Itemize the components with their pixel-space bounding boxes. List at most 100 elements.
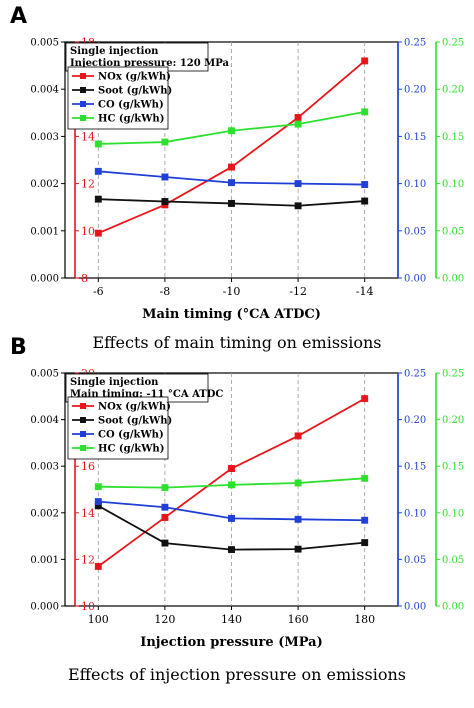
data-point-nox — [361, 395, 369, 403]
hc-axis-tick-label: 0.10 — [442, 508, 464, 519]
data-point-hc — [294, 120, 302, 128]
data-point-co — [228, 179, 235, 187]
legend-swatch-marker-hc — [80, 115, 86, 121]
soot-axis-tick-label: 0.000 — [30, 274, 59, 285]
chart-panel-a: A0.0000.0010.0020.0030.0040.005810121416… — [10, 4, 464, 352]
co-axis-tick-label: 0.15 — [404, 462, 426, 473]
hc-axis-tick-label: 0.20 — [442, 415, 464, 426]
data-point-co — [361, 516, 369, 524]
x-axis-tick-label: -8 — [160, 285, 171, 298]
legend-label-co: CO (g/kWh) — [98, 430, 164, 441]
panel-caption: Effects of main timing on emissions — [93, 333, 382, 352]
x-axis-title: Main timing (°CA ATDC) — [142, 307, 321, 322]
soot-axis-tick-label: 0.001 — [30, 226, 59, 237]
x-axis-tick-label: 100 — [88, 613, 109, 626]
x-axis-tick-label: -10 — [223, 285, 241, 298]
annotation-text: Single injection — [70, 377, 159, 388]
co-axis-tick-label: 0.05 — [404, 555, 426, 566]
hc-axis-tick-label: 0.10 — [442, 179, 464, 190]
hc-axis-tick-label: 0.15 — [442, 132, 464, 143]
nox-axis-tick-label: 10 — [81, 225, 95, 238]
chart-panel-b: B 0.000 0.001 0.002 0.003 0.004 0.005 10 12 14 16 1… — [10, 335, 464, 684]
legend-swatch-marker-soot — [80, 417, 86, 423]
data-point-nox — [228, 465, 235, 472]
data-point-nox — [161, 514, 169, 521]
hc-axis-tick-label: 0.25 — [442, 369, 464, 380]
data-point-soot — [294, 202, 302, 210]
co-axis-tick-label: 0.05 — [404, 226, 426, 237]
hc-axis-tick-label: 0.25 — [442, 38, 464, 49]
data-point-soot — [294, 545, 302, 553]
legend-swatch-marker-soot — [80, 87, 86, 93]
annotation-box — [65, 42, 209, 72]
nox-axis-tick-label: 12 — [81, 178, 95, 191]
data-point-nox — [294, 432, 302, 440]
data-point-soot — [228, 199, 235, 207]
co-axis-tick-label: 0.20 — [404, 415, 426, 426]
x-axis-title: Injection pressure (MPa) — [140, 635, 323, 650]
data-point-soot — [361, 539, 369, 547]
co-axis-tick-label: 0.25 — [404, 369, 426, 380]
co-axis-tick-label: 0.10 — [404, 508, 426, 519]
hc-axis-tick-label: 0.00 — [442, 274, 464, 285]
data-point-hc — [161, 138, 169, 146]
data-point-nox — [361, 57, 369, 65]
co-axis-tick-label: 0.00 — [404, 274, 426, 285]
hc-axis-tick-label: 0.05 — [442, 555, 464, 566]
soot-axis-tick-label: 0.005 — [30, 38, 59, 49]
data-point-hc — [228, 127, 235, 135]
data-point-co — [161, 173, 169, 181]
co-axis-tick-label: 0.20 — [404, 85, 426, 96]
data-point-soot — [161, 539, 169, 547]
data-point-hc — [94, 140, 102, 148]
co-axis-tick-label: 0.00 — [404, 602, 426, 613]
soot-axis-tick-label: 0.004 — [30, 415, 59, 426]
x-axis-tick-label: -12 — [289, 285, 307, 298]
data-point-soot — [228, 546, 235, 554]
data-point-co — [361, 181, 369, 188]
soot-axis-tick-label: 0.000 — [30, 602, 59, 613]
soot-axis-tick-label: 0.002 — [30, 179, 59, 190]
data-point-hc — [361, 108, 369, 116]
soot-axis-tick-label: 0.003 — [30, 462, 59, 473]
legend-swatch-marker-nox — [80, 403, 86, 409]
legend-label-soot: Soot (g/kWh) — [98, 86, 172, 97]
data-point-nox — [228, 163, 235, 171]
data-point-co — [228, 514, 235, 522]
data-point-co — [94, 498, 102, 506]
data-point-hc — [94, 483, 102, 491]
data-point-nox — [294, 114, 302, 121]
legend-swatch-marker-co — [80, 431, 86, 437]
co-axis-tick-label: 0.15 — [404, 132, 426, 143]
x-axis-tick-label: -14 — [356, 285, 374, 298]
nox-axis-tick-label: 10 — [81, 600, 95, 613]
x-axis-tick-label: -6 — [93, 285, 104, 298]
nox-axis-tick-label: 14 — [81, 130, 95, 143]
data-point-co — [294, 180, 302, 188]
legend-label-hc: HC (g/kWh) — [98, 444, 164, 455]
data-point-soot — [94, 195, 102, 203]
legend-label-nox: NOx (g/kWh) — [98, 402, 171, 413]
data-point-hc — [228, 481, 235, 489]
legend-swatch-marker-nox — [80, 73, 86, 79]
panel-letter: A — [10, 4, 27, 29]
nox-axis-tick-label: 12 — [81, 553, 95, 566]
soot-axis-tick-label: 0.004 — [30, 85, 59, 96]
nox-axis-tick-label: 14 — [81, 507, 95, 520]
data-point-soot — [161, 198, 169, 205]
co-axis-tick-label: 0.25 — [404, 38, 426, 49]
legend-label-nox: NOx (g/kWh) — [98, 72, 171, 83]
data-point-nox — [94, 229, 102, 237]
data-point-co — [161, 503, 169, 511]
soot-axis-tick-label: 0.005 — [30, 369, 59, 380]
data-point-hc — [294, 479, 302, 487]
data-point-soot — [361, 197, 369, 205]
data-point-hc — [361, 474, 369, 482]
legend-label-soot: Soot (g/kWh) — [98, 416, 172, 427]
nox-axis-tick-label: 8 — [81, 272, 88, 285]
legend-label-co: CO (g/kWh) — [98, 100, 164, 111]
data-point-hc — [161, 484, 169, 492]
hc-axis-tick-label: 0.05 — [442, 226, 464, 237]
